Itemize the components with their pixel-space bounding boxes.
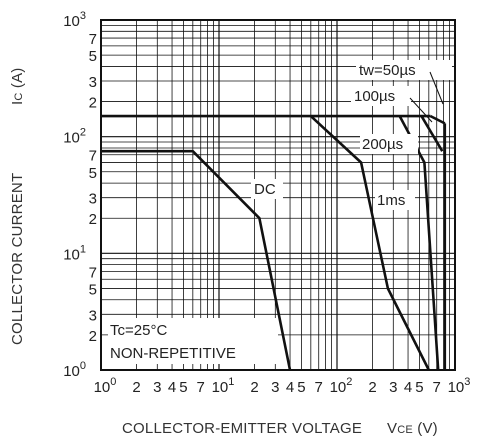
y-major-tick-label: 101 — [63, 243, 86, 263]
series-line — [398, 115, 440, 371]
x-minor-tick-label: 5 — [415, 379, 423, 396]
y-axis-title: COLLECTOR CURRENT — [9, 173, 26, 345]
x-axis-symbol: VCE (V) — [387, 420, 438, 437]
annotation-100us: 100µs — [351, 86, 411, 106]
curves — [101, 114, 447, 371]
y-minor-tick-label: 5 — [89, 281, 97, 298]
x-minor-tick-label: 3 — [389, 379, 397, 396]
y-minor-tick-label: 2 — [89, 211, 97, 228]
y-minor-tick-label: 3 — [89, 74, 97, 91]
y-major-tick-label: 102 — [63, 127, 86, 147]
x-minor-tick-label: 7 — [433, 379, 441, 396]
annotation-conditions: Tc=25°C NON-REPETITIVE — [108, 318, 278, 364]
x-minor-tick-label: 3 — [153, 379, 161, 396]
non-repetitive-label: NON-REPETITIVE — [110, 345, 236, 362]
x-minor-tick-label: 5 — [179, 379, 187, 396]
x-minor-tick-label: 2 — [250, 379, 258, 396]
annotation-dc: DC — [251, 179, 283, 199]
dc-label: DC — [254, 181, 276, 198]
100us-label: 100µs — [354, 88, 395, 105]
x-major-tick-label: 101 — [212, 376, 235, 396]
tc-label: Tc=25°C — [110, 322, 167, 339]
leader-100us — [409, 97, 433, 123]
y-minor-tick-label: 5 — [89, 165, 97, 182]
annotation-1ms: 1ms — [375, 190, 415, 210]
x-minor-tick-label: 4 — [286, 379, 294, 396]
annotation-200us: 200µs — [360, 134, 418, 154]
y-minor-tick-label: 5 — [89, 48, 97, 65]
x-minor-tick-label: 5 — [297, 379, 305, 396]
x-minor-tick-label: 2 — [132, 379, 140, 396]
y-minor-tick-label: 7 — [89, 264, 97, 281]
series-line — [420, 115, 444, 152]
x-major-tick-label: 100 — [94, 376, 117, 396]
annotation-tw: tw=50µs — [356, 60, 452, 80]
y-minor-tick-label: 7 — [89, 148, 97, 165]
x-axis-title: COLLECTOR-EMITTER VOLTAGE — [122, 420, 362, 437]
y-minor-tick-label: 2 — [89, 328, 97, 345]
200us-label: 200µs — [362, 136, 403, 153]
y-axis-symbol: IC (A) — [9, 68, 26, 106]
x-minor-tick-label: 4 — [168, 379, 176, 396]
x-major-tick-label: 102 — [330, 376, 353, 396]
y-major-tick-label: 100 — [63, 360, 86, 380]
x-minor-tick-label: 3 — [271, 379, 279, 396]
tw-label: tw=50µs — [359, 62, 416, 79]
x-minor-tick-label: 7 — [315, 379, 323, 396]
plot-frame — [100, 19, 456, 371]
annotations: DC 1ms 200µs 100µs tw=50µs Tc=25°C NON-R… — [108, 60, 452, 364]
leader-tw — [429, 71, 444, 105]
x-minor-tick-label: 2 — [368, 379, 376, 396]
y-minor-tick-label: 3 — [89, 191, 97, 208]
y-minor-tick-label: 2 — [89, 95, 97, 112]
y-minor-tick-label: 7 — [89, 31, 97, 48]
y-major-tick-label: 103 — [63, 10, 86, 30]
1ms-label: 1ms — [377, 192, 405, 209]
series-line — [309, 115, 430, 371]
series-line — [101, 149, 292, 371]
x-major-tick-label: 103 — [448, 376, 471, 396]
x-minor-tick-label: 7 — [197, 379, 205, 396]
series-line — [429, 114, 446, 125]
y-minor-tick-label: 3 — [89, 307, 97, 324]
x-minor-tick-label: 4 — [404, 379, 412, 396]
